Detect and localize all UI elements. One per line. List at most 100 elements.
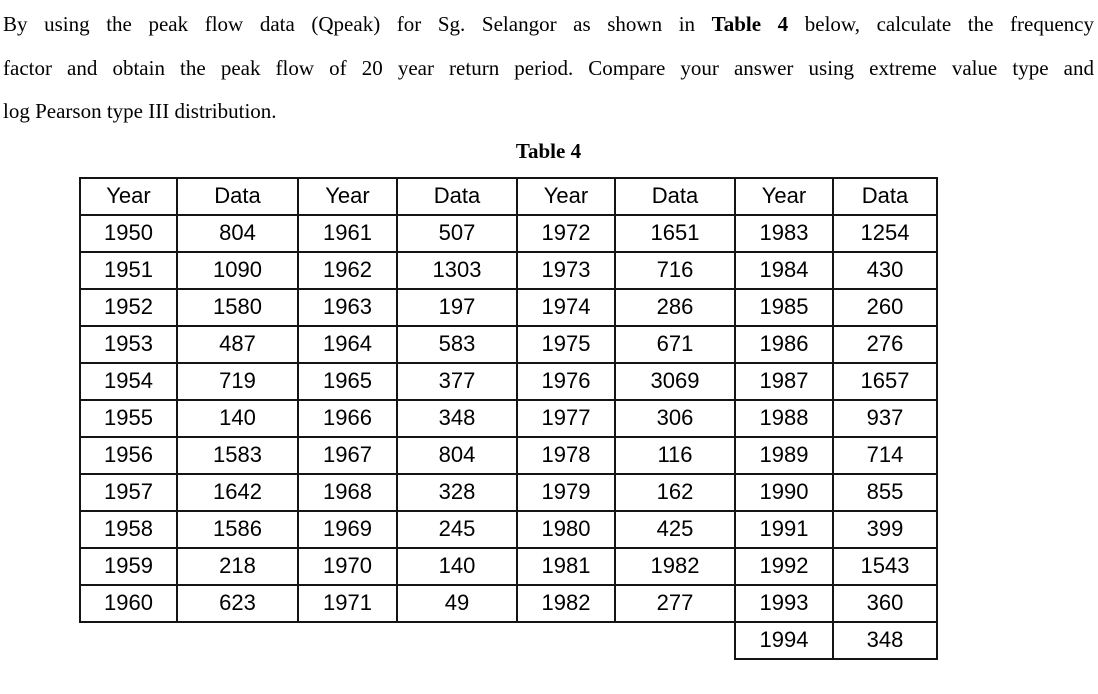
year-cell: 1957 [79,472,178,512]
year-cell: 1954 [79,361,178,401]
column-header-data: Data [614,176,736,216]
data-cell: 218 [176,546,299,586]
column-header-year: Year [297,176,398,216]
data-cell: 1583 [176,435,299,475]
year-cell: 1962 [297,250,398,290]
question-text-line-1: By using the peak flow data (Qpeak) for … [3,3,1094,47]
data-cell: 1651 [614,213,736,253]
data-cell: 260 [832,287,938,327]
data-cell: 1657 [832,361,938,401]
year-cell: 1956 [79,435,178,475]
data-cell: 671 [614,324,736,364]
question-text-line-2: factor and obtain the peak flow of 20 ye… [3,55,1094,80]
year-cell: 1988 [734,398,834,438]
year-cell: 1958 [79,509,178,549]
data-cell: 1586 [176,509,299,549]
table-row: 1960 623 1971 49 1982 277 1993 360 [79,583,938,623]
table-row: 1958 1586 1969 245 1980 425 1991 399 [79,509,938,549]
data-cell: 306 [614,398,736,438]
year-cell: 1989 [734,435,834,475]
year-cell: 1967 [297,435,398,475]
column-header-data: Data [832,176,938,216]
table-body: 1950 804 1961 507 1972 1651 1983 1254 1951 1090 19… [79,213,938,660]
year-cell: 1965 [297,361,398,401]
data-cell: 583 [396,324,518,364]
year-cell: 1978 [516,435,616,475]
table-reference-bold: Table 4 [711,12,789,36]
data-cell: 1982 [614,546,736,586]
data-cell: 1254 [832,213,938,253]
year-cell: 1963 [297,287,398,327]
table-row: 1951 1090 1962 1303 1973 716 1984 430 [79,250,938,290]
year-cell: 1982 [516,583,616,623]
data-cell: 937 [832,398,938,438]
column-header-year: Year [734,176,834,216]
year-cell: 1979 [516,472,616,512]
year-cell: 1959 [79,546,178,586]
year-cell: 1961 [297,213,398,253]
year-cell: 1971 [297,583,398,623]
data-cell: 3069 [614,361,736,401]
data-cell: 377 [396,361,518,401]
empty-cell [80,622,177,659]
data-cell: 140 [396,546,518,586]
year-cell: 1983 [734,213,834,253]
data-cell: 804 [396,435,518,475]
data-cell: 714 [832,435,938,475]
data-cell: 716 [614,250,736,290]
table-row: 1956 1583 1967 804 1978 116 1989 714 [79,435,938,475]
year-cell: 1990 [734,472,834,512]
table-row: 1959 218 1970 140 1981 1982 1992 1543 [79,546,938,586]
year-cell: 1991 [734,509,834,549]
data-cell: 399 [832,509,938,549]
year-cell: 1951 [79,250,178,290]
data-cell: 623 [176,583,299,623]
year-cell: 1960 [79,583,178,623]
column-header-data: Data [396,176,518,216]
data-cell: 1580 [176,287,299,327]
table-row: 1950 804 1961 507 1972 1651 1983 1254 [79,213,938,253]
data-cell: 116 [614,435,736,475]
year-cell: 1987 [734,361,834,401]
table-header-row: Year Data Year Data Year Data Year Data [79,176,938,216]
data-cell: 328 [396,472,518,512]
year-cell: 1977 [516,398,616,438]
empty-cell [397,622,517,659]
year-cell: 1985 [734,287,834,327]
data-cell: 360 [832,583,938,623]
column-header-year: Year [516,176,616,216]
empty-cell [177,622,298,659]
data-cell: 348 [396,398,518,438]
empty-cell [298,622,397,659]
data-cell: 286 [614,287,736,327]
data-cell: 855 [832,472,938,512]
data-cell: 162 [614,472,736,512]
question-text-before-bold: By using the peak flow data (Qpeak) for … [3,12,712,36]
year-cell: 1981 [516,546,616,586]
data-cell: 1642 [176,472,299,512]
data-cell: 1090 [176,250,299,290]
data-cell: 245 [396,509,518,549]
year-cell: 1955 [79,398,178,438]
question-text-after-bold: below, calculate the frequency [788,12,1095,36]
empty-cell [615,622,735,659]
data-cell: 348 [832,620,938,660]
year-cell: 1974 [516,287,616,327]
table-row: 1957 1642 1968 328 1979 162 1990 855 [79,472,938,512]
data-cell: 430 [832,250,938,290]
data-cell: 507 [396,213,518,253]
data-cell: 719 [176,361,299,401]
table-row: 1955 140 1966 348 1977 306 1988 937 [79,398,938,438]
column-header-data: Data [176,176,299,216]
year-cell: 1980 [516,509,616,549]
year-cell: 1992 [734,546,834,586]
year-cell: 1975 [516,324,616,364]
year-cell: 1969 [297,509,398,549]
year-cell: 1994 [734,620,834,660]
table-row: 1952 1580 1963 197 1974 286 1985 260 [79,287,938,327]
data-cell: 277 [614,583,736,623]
year-cell: 1976 [516,361,616,401]
data-cell: 425 [614,509,736,549]
year-cell: 1964 [297,324,398,364]
